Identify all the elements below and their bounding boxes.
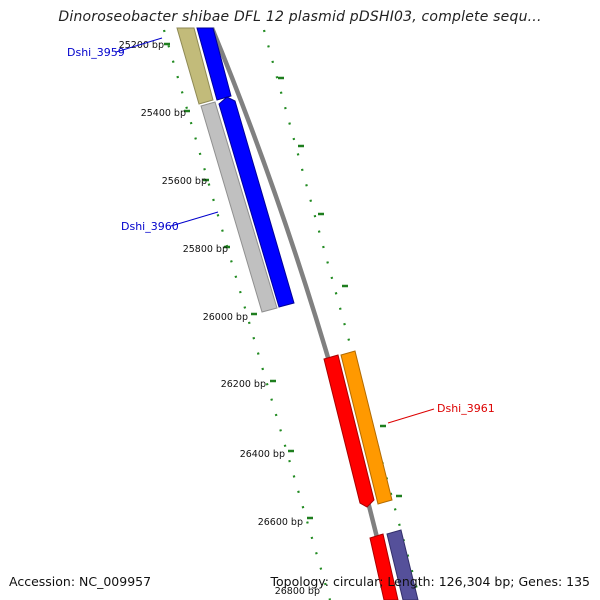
gene-next-red[interactable] xyxy=(369,533,399,600)
tick-label: 25600 bp xyxy=(162,176,207,187)
outer-dotted-track xyxy=(262,29,422,600)
gene-dshi-3959-blue[interactable] xyxy=(196,27,232,101)
sequence-backbone xyxy=(209,27,395,600)
tick-label: 26600 bp xyxy=(258,517,303,528)
tick-label: 26200 bp xyxy=(221,379,266,390)
topology-summary: Topology: circular; Length: 126,304 bp; … xyxy=(270,574,591,589)
scale-ticks xyxy=(164,42,402,520)
gene-dshi-3960-blue[interactable] xyxy=(218,96,295,308)
gene-label-dshi-3960[interactable]: Dshi_3960 xyxy=(121,220,179,233)
tick-label: 25200 bp xyxy=(119,40,164,51)
gene-next-purple[interactable] xyxy=(386,529,419,600)
tick-label: 25800 bp xyxy=(183,244,228,255)
map-title: Dinoroseobacter shibae DFL 12 plasmid pD… xyxy=(58,9,542,25)
gene-label-dshi-3961[interactable]: Dshi_3961 xyxy=(437,402,495,415)
tick-label: 25400 bp xyxy=(141,108,186,119)
gene-dshi-3961-orange[interactable] xyxy=(340,350,393,505)
label-leader xyxy=(115,37,163,53)
tick-label: 26400 bp xyxy=(240,449,285,460)
gene-dshi-3960-grey[interactable] xyxy=(200,101,278,313)
tick-label: 26800 bp xyxy=(275,586,320,597)
label-leader xyxy=(387,408,435,424)
tick-label: 26000 bp xyxy=(203,312,248,323)
accession-text: Accession: NC_009957 xyxy=(9,574,152,589)
label-leader xyxy=(170,211,219,227)
tick-labels: 25200 bp 25400 bp 25600 bp 25800 bp 2600… xyxy=(119,40,320,597)
gene-dshi-3961-red[interactable] xyxy=(323,354,375,508)
gene-label-dshi-3959[interactable]: Dshi_3959 xyxy=(67,46,125,59)
gene-dshi-3959-olive[interactable] xyxy=(176,27,214,105)
